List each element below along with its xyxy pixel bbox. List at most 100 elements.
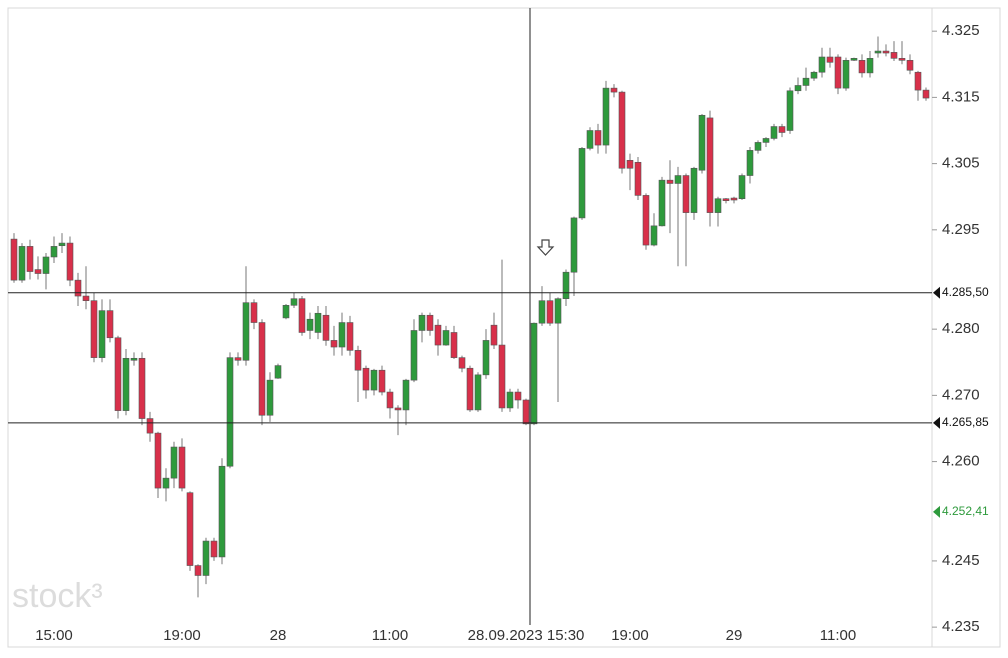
candle-body bbox=[42, 256, 50, 274]
candle-body bbox=[386, 391, 394, 409]
x-tick-label: 28.09.2023 15:30 bbox=[468, 627, 585, 644]
candle-body bbox=[66, 242, 74, 281]
candle-body bbox=[410, 330, 418, 381]
candle-body bbox=[554, 298, 562, 324]
candle-body bbox=[282, 305, 290, 319]
candle-body bbox=[250, 302, 258, 323]
candle-body bbox=[306, 318, 314, 331]
candle-body bbox=[850, 58, 858, 61]
candle-body bbox=[370, 369, 378, 391]
y-tick-label: 4.270 bbox=[942, 386, 980, 403]
candle-body bbox=[490, 324, 498, 346]
y-tick-label: 4.325 bbox=[942, 22, 980, 39]
candle-body bbox=[34, 269, 42, 274]
candle-body bbox=[146, 418, 154, 434]
candle-body bbox=[338, 322, 346, 348]
candle-body bbox=[754, 142, 762, 151]
y-tick-label: 4.245 bbox=[942, 552, 980, 569]
candle-body bbox=[634, 161, 642, 196]
candle-body bbox=[258, 322, 266, 416]
candle-body bbox=[786, 90, 794, 131]
candle-body bbox=[458, 357, 466, 369]
candle-body bbox=[114, 337, 122, 411]
candle-body bbox=[26, 246, 34, 272]
candle-body bbox=[402, 379, 410, 411]
candle-body bbox=[626, 160, 634, 169]
y-tick-label: 4.315 bbox=[942, 88, 980, 105]
candle-body bbox=[530, 322, 538, 425]
candle-body bbox=[602, 87, 610, 146]
candle-body bbox=[890, 52, 898, 59]
candle-body bbox=[826, 56, 834, 63]
candle-body bbox=[442, 330, 450, 346]
candle-body bbox=[330, 340, 338, 348]
candle-body bbox=[346, 322, 354, 351]
candle-body bbox=[842, 60, 850, 89]
candle-body bbox=[594, 130, 602, 146]
candle-body bbox=[866, 58, 874, 74]
candle-body bbox=[474, 374, 482, 411]
price-marker bbox=[933, 505, 940, 518]
candle-body bbox=[698, 114, 706, 171]
candle-body bbox=[226, 357, 234, 467]
candle-body bbox=[778, 126, 786, 133]
candle-body bbox=[170, 446, 178, 479]
candle-body bbox=[906, 60, 914, 71]
candle-body bbox=[722, 198, 730, 201]
candle-body bbox=[650, 225, 658, 246]
x-tick-label: 15:00 bbox=[35, 627, 73, 644]
candle-body bbox=[314, 312, 322, 333]
candle-body bbox=[18, 246, 26, 281]
candle-body bbox=[770, 126, 778, 139]
candle-body bbox=[234, 357, 242, 361]
candle-body bbox=[242, 302, 250, 361]
candle-body bbox=[538, 300, 546, 324]
candle-body bbox=[738, 175, 746, 200]
candle-body bbox=[690, 167, 698, 213]
candle-body bbox=[122, 357, 130, 411]
candle-body bbox=[794, 85, 802, 92]
x-tick-label: 11:00 bbox=[372, 627, 408, 644]
price-marker-label: 4.285,50 bbox=[942, 285, 989, 299]
candle-body bbox=[322, 314, 330, 341]
candle-body bbox=[58, 242, 66, 247]
candle-body bbox=[562, 271, 570, 299]
candle-body bbox=[106, 310, 114, 339]
candle-body bbox=[618, 91, 626, 169]
candle-body bbox=[154, 432, 162, 489]
candle-body bbox=[898, 58, 906, 61]
candle-body bbox=[10, 238, 18, 281]
candle-body bbox=[874, 50, 882, 54]
price-marker bbox=[933, 416, 940, 429]
candle-body bbox=[138, 357, 146, 419]
candle-body bbox=[810, 71, 818, 79]
candle-body bbox=[50, 246, 58, 258]
y-tick-label: 4.260 bbox=[942, 453, 980, 470]
candle-body bbox=[434, 324, 442, 346]
candle-body bbox=[730, 197, 738, 201]
plot-frame bbox=[7, 7, 1001, 648]
candle-body bbox=[666, 179, 674, 184]
candle-body bbox=[546, 300, 554, 324]
candle-body bbox=[98, 310, 106, 358]
candle-body bbox=[514, 391, 522, 401]
candle-body bbox=[762, 138, 770, 143]
x-tick-label: 19:00 bbox=[611, 627, 649, 644]
candle-body bbox=[362, 367, 370, 391]
candle-body bbox=[818, 56, 826, 73]
candle-body bbox=[610, 87, 618, 93]
candle-body bbox=[90, 300, 98, 358]
arrow-icon bbox=[536, 239, 555, 256]
x-tick-label: 28 bbox=[270, 627, 287, 644]
candle-body bbox=[130, 357, 138, 361]
candle-body bbox=[922, 89, 930, 99]
candle-body bbox=[914, 71, 922, 91]
candle-body bbox=[834, 56, 842, 89]
y-tick-label: 4.280 bbox=[942, 320, 980, 337]
candle-body bbox=[570, 217, 578, 273]
candle-body bbox=[642, 195, 650, 246]
candle-body bbox=[274, 365, 282, 379]
candle-body bbox=[202, 540, 210, 576]
